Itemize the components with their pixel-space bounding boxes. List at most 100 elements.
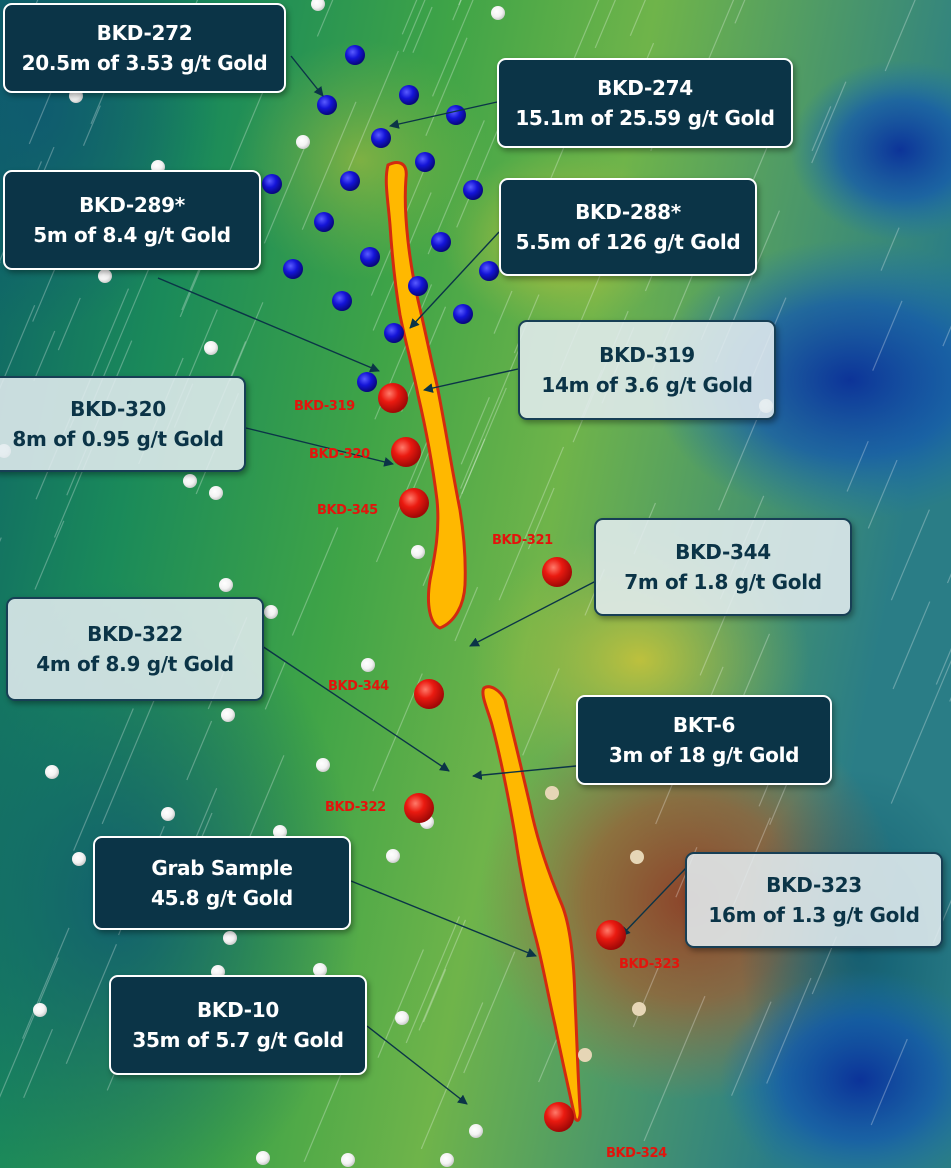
hole-label-bkd-345: BKD-345 [317,503,378,518]
historic-hole-marker [72,852,86,866]
callout-grab-sample: Grab Sample 45.8 g/t Gold [93,836,351,930]
hole-marker-bkd-323[interactable] [596,920,626,950]
drill-trace [21,927,70,1039]
drill-trace [57,297,81,351]
drill-trace [291,527,339,636]
drill-trace [420,1002,484,1150]
previous-hole-marker [463,180,483,200]
drill-trace [643,995,706,1142]
historic-hole-marker [386,849,400,863]
historic-hole-marker [296,135,310,149]
callout-hole-id: BKD-323 [766,873,862,897]
callout-arrow [157,277,380,373]
historic-hole-marker [411,545,425,559]
callout-bkd-320: BKD-320 8m of 0.95 g/t Gold [0,376,246,472]
drill-trace [33,330,56,382]
hole-marker-bkd-345[interactable] [399,488,429,518]
callout-result: 20.5m of 3.53 g/t Gold [21,51,268,75]
historic-hole-marker [209,486,223,500]
drill-trace [460,397,490,465]
drill-trace [884,0,916,72]
callout-arrow [290,55,324,97]
drill-trace [890,509,930,601]
drill-trace [734,0,746,24]
historic-hole-marker [264,605,278,619]
callout-result: 45.8 g/t Gold [151,886,293,910]
hole-marker-bkd-324[interactable] [544,1102,574,1132]
previous-hole-marker [340,171,360,191]
drill-trace [718,403,764,511]
callout-result: 3m of 18 g/t Gold [608,743,800,767]
callout-arrow [366,1025,468,1105]
historic-hole-marker [161,807,175,821]
drill-trace [347,50,399,171]
historic-hole-marker [219,578,233,592]
hole-marker-bkd-344[interactable] [414,679,444,709]
previous-hole-marker [345,45,365,65]
drill-trace [412,6,433,53]
drill-trace [461,387,507,495]
previous-hole-marker [408,276,428,296]
callout-bkd-288: BKD-288* 5.5m of 126 g/t Gold [499,178,757,276]
vein-north [384,161,467,630]
callout-arrow [389,101,498,129]
callout-arrow [350,880,537,958]
drill-trace [101,699,155,825]
historic-hole-marker [578,1048,592,1062]
previous-hole-marker [283,259,303,279]
historic-hole-marker [440,1153,454,1167]
drill-trace [867,459,898,529]
historic-hole-marker [204,341,218,355]
hole-marker-bkd-321[interactable] [542,557,572,587]
historic-hole-marker [256,1151,270,1165]
historic-hole-marker [491,6,505,20]
callout-hole-id: BKD-289* [79,193,185,217]
callout-result: 5m of 8.4 g/t Gold [33,223,231,247]
historic-hole-marker [311,0,325,11]
callout-bkd-272: BKD-272 20.5m of 3.53 g/t Gold [3,3,286,93]
callout-result: 8m of 0.95 g/t Gold [12,427,224,451]
callout-bkd-344: BKD-344 7m of 1.8 g/t Gold [594,518,852,616]
hole-label-bkd-322: BKD-322 [325,800,386,815]
hole-marker-bkd-322[interactable] [404,793,434,823]
hole-label-bkd-321: BKD-321 [492,533,553,548]
drill-trace [538,1039,557,1083]
drill-trace [766,977,812,1084]
historic-hole-marker [98,269,112,283]
drill-trace [811,81,847,164]
callout-arrow [620,867,687,937]
callout-hole-id: BKD-272 [96,21,193,45]
callout-arrow [409,231,500,329]
hole-labels: BKD-319 BKD-320 BKD-345 BKD-321 BKD-344 … [294,399,681,1161]
callout-hole-id: BKT-6 [672,713,736,737]
historic-hole-marker [630,850,644,864]
callout-bkd-10: BKD-10 35m of 5.7 g/t Gold [109,975,367,1075]
drill-trace [427,120,485,255]
drill-trace [498,446,565,601]
historic-hole-marker [221,708,235,722]
historic-holes-faded [545,786,646,1062]
hole-label-bkd-319: BKD-319 [294,399,355,414]
drill-trace [892,601,931,690]
drill-trace [452,0,462,21]
callout-result: 4m of 8.9 g/t Gold [36,652,234,676]
callout-bkd-319: BKD-319 14m of 3.6 g/t Gold [518,320,776,420]
callout-result: 35m of 5.7 g/t Gold [132,1028,344,1052]
historic-hole-marker [33,1003,47,1017]
hole-marker-bkd-319[interactable] [378,383,408,413]
historic-hole-marker [545,786,559,800]
historic-hole-marker [395,1011,409,1025]
drill-trace [422,969,447,1023]
hole-label-bkd-344: BKD-344 [328,679,389,694]
drill-trace [82,105,101,146]
vein-south [481,685,582,1122]
drill-trace [264,661,286,710]
drill-trace [0,957,59,1098]
drill-trace [229,302,264,382]
callout-arrows [157,55,687,1105]
drill-trace [890,659,951,804]
drill-trace [846,440,869,492]
drill-trace [493,290,513,334]
hole-marker-bkd-320[interactable] [391,437,421,467]
drill-trace [418,919,467,1031]
